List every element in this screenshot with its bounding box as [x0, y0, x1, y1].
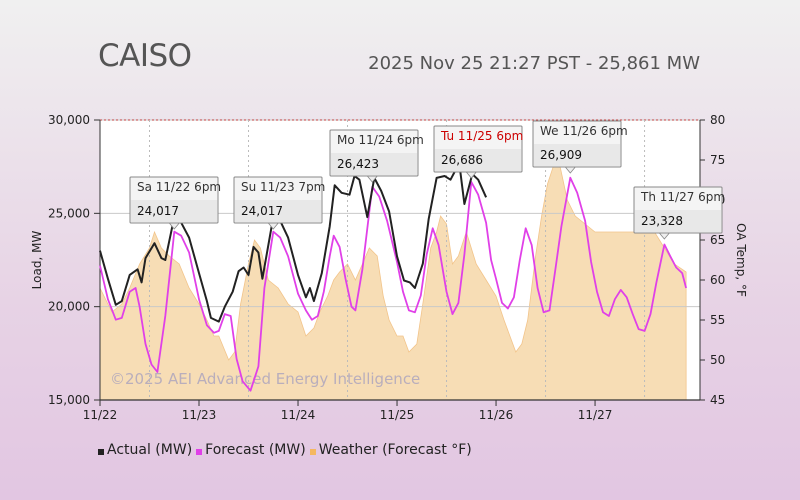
- callout-label: Th 11/27 6pm: [640, 190, 725, 204]
- legend-swatch-actual: [98, 448, 104, 455]
- callout-value-band: [235, 200, 321, 222]
- legend-label-weather: Weather (Forecast °F): [318, 442, 472, 458]
- callout-value: 26,686: [441, 153, 483, 167]
- callout-label: We 11/26 6pm: [540, 124, 628, 138]
- legend-swatch-forecast: [196, 448, 203, 455]
- y2-axis-title: OA Temp, °F: [734, 223, 748, 297]
- legend-item-actual[interactable]: Actual (MW): [98, 442, 192, 458]
- peak-callout[interactable]: Su 11/23 7pm 24,017: [233, 176, 325, 230]
- callout-label: Tu 11/25 6pm: [440, 129, 523, 143]
- watermark: ©2025 AEI Advanced Energy Intelligence: [110, 370, 420, 388]
- chart-legend: Actual (MW) Forecast (MW) Weather (Forec…: [98, 442, 474, 458]
- y-axis-title: Load, MW: [30, 231, 44, 290]
- peak-callout[interactable]: Mo 11/24 6pm 26,423: [329, 129, 424, 183]
- actual-line: [99, 167, 488, 323]
- y2-tick-label: 75: [710, 153, 725, 167]
- y2-tick-label: 45: [710, 393, 725, 407]
- callout-value-band: [131, 200, 217, 222]
- legend-swatch-weather: [309, 448, 316, 455]
- y-tick-label: 20,000: [48, 300, 90, 314]
- callout-value: 26,909: [540, 148, 582, 162]
- callout-value: 24,017: [241, 204, 283, 218]
- legend-label-actual: Actual (MW): [107, 442, 193, 458]
- page-title: CAISO: [98, 38, 192, 74]
- y2-tick-label: 55: [710, 313, 725, 327]
- peak-callout[interactable]: We 11/26 6pm 26,909: [532, 120, 628, 174]
- status-readout: 2025 Nov 25 21:27 PST - 25,861 MW: [368, 53, 700, 74]
- forecast-line: [99, 176, 687, 392]
- callout-label: Su 11/23 7pm: [241, 180, 325, 194]
- x-tick-label: 11/25: [380, 408, 415, 422]
- x-tick-label: 11/23: [182, 408, 217, 422]
- y-tick-label: 15,000: [48, 393, 90, 407]
- x-tick-label: 11/26: [479, 408, 514, 422]
- legend-item-forecast[interactable]: Forecast (MW): [196, 442, 306, 458]
- peak-callout[interactable]: Tu 11/25 6pm 26,686: [433, 125, 523, 179]
- x-tick-label: 11/24: [281, 408, 316, 422]
- callout-value-band: [635, 210, 721, 232]
- callout-value-band: [534, 144, 620, 166]
- y2-tick-label: 60: [710, 273, 725, 287]
- peak-callout[interactable]: Sa 11/22 6pm 24,017: [129, 176, 221, 230]
- callout-value-band: [435, 149, 521, 171]
- y2-tick-label: 50: [710, 353, 725, 367]
- legend-item-weather[interactable]: Weather (Forecast °F): [309, 442, 472, 458]
- y2-tick-label: 65: [710, 233, 725, 247]
- y-tick-label: 25,000: [48, 206, 90, 220]
- x-tick-label: 11/22: [83, 408, 118, 422]
- callout-value: 23,328: [641, 214, 683, 228]
- callout-value: 24,017: [137, 204, 179, 218]
- legend-label-forecast: Forecast (MW): [205, 442, 306, 458]
- callout-label: Mo 11/24 6pm: [337, 133, 424, 147]
- y2-tick-label: 80: [710, 113, 725, 127]
- callout-value-band: [331, 153, 417, 175]
- callout-value: 26,423: [337, 157, 379, 171]
- load-chart[interactable]: 15,00020,00025,00030,0004550556065707580…: [0, 0, 800, 440]
- x-tick-label: 11/27: [578, 408, 613, 422]
- callout-label: Sa 11/22 6pm: [137, 180, 221, 194]
- peak-callout[interactable]: Th 11/27 6pm 23,328: [633, 186, 725, 240]
- y-tick-label: 30,000: [48, 113, 90, 127]
